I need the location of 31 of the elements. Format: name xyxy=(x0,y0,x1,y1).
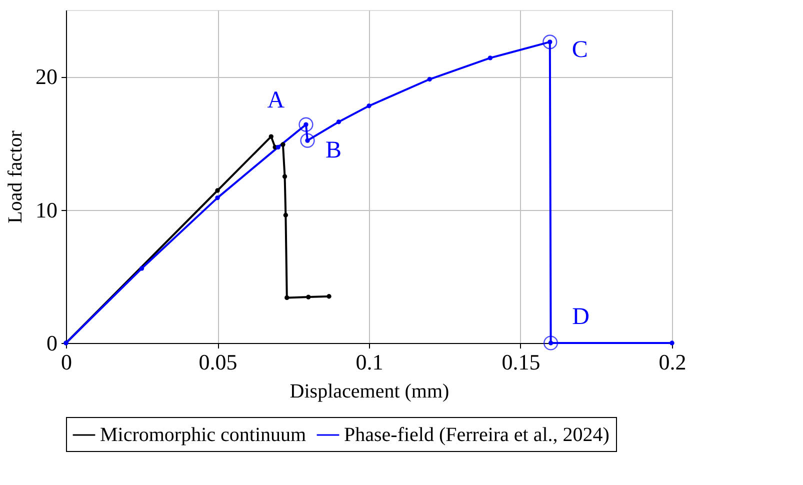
point xyxy=(284,295,290,300)
point xyxy=(215,188,220,193)
point xyxy=(280,142,286,147)
point xyxy=(336,120,342,124)
x-tick-label: 0.05 xyxy=(198,350,238,374)
x-tick-label: 0.15 xyxy=(502,350,540,374)
point xyxy=(268,134,274,139)
y-axis-title: Load factor xyxy=(4,130,26,224)
point xyxy=(326,294,332,299)
y-tick-label: 10 xyxy=(36,197,58,222)
point xyxy=(276,144,280,150)
y-tick-label: 0 xyxy=(46,330,58,356)
point xyxy=(283,212,288,218)
x-axis-title: Displacement (mm) xyxy=(290,380,450,402)
legend-label: Phase-field (Ferreira et al., 2024) xyxy=(344,424,610,446)
legend-label: Micromorphic continuum xyxy=(100,424,307,446)
annotation: B xyxy=(325,138,342,164)
annotation: C xyxy=(572,36,588,63)
annotation: A xyxy=(267,88,286,114)
point xyxy=(427,76,432,82)
point xyxy=(215,195,220,200)
point xyxy=(282,174,288,179)
point xyxy=(670,340,674,346)
point xyxy=(488,56,493,60)
annotation: D xyxy=(572,304,590,330)
x-tick-label: 0.2 xyxy=(658,350,686,374)
y-tick-label: 20 xyxy=(36,64,58,90)
point xyxy=(366,104,372,108)
point xyxy=(139,266,144,271)
point xyxy=(306,294,311,300)
x-tick-label: 0.1 xyxy=(356,350,384,374)
